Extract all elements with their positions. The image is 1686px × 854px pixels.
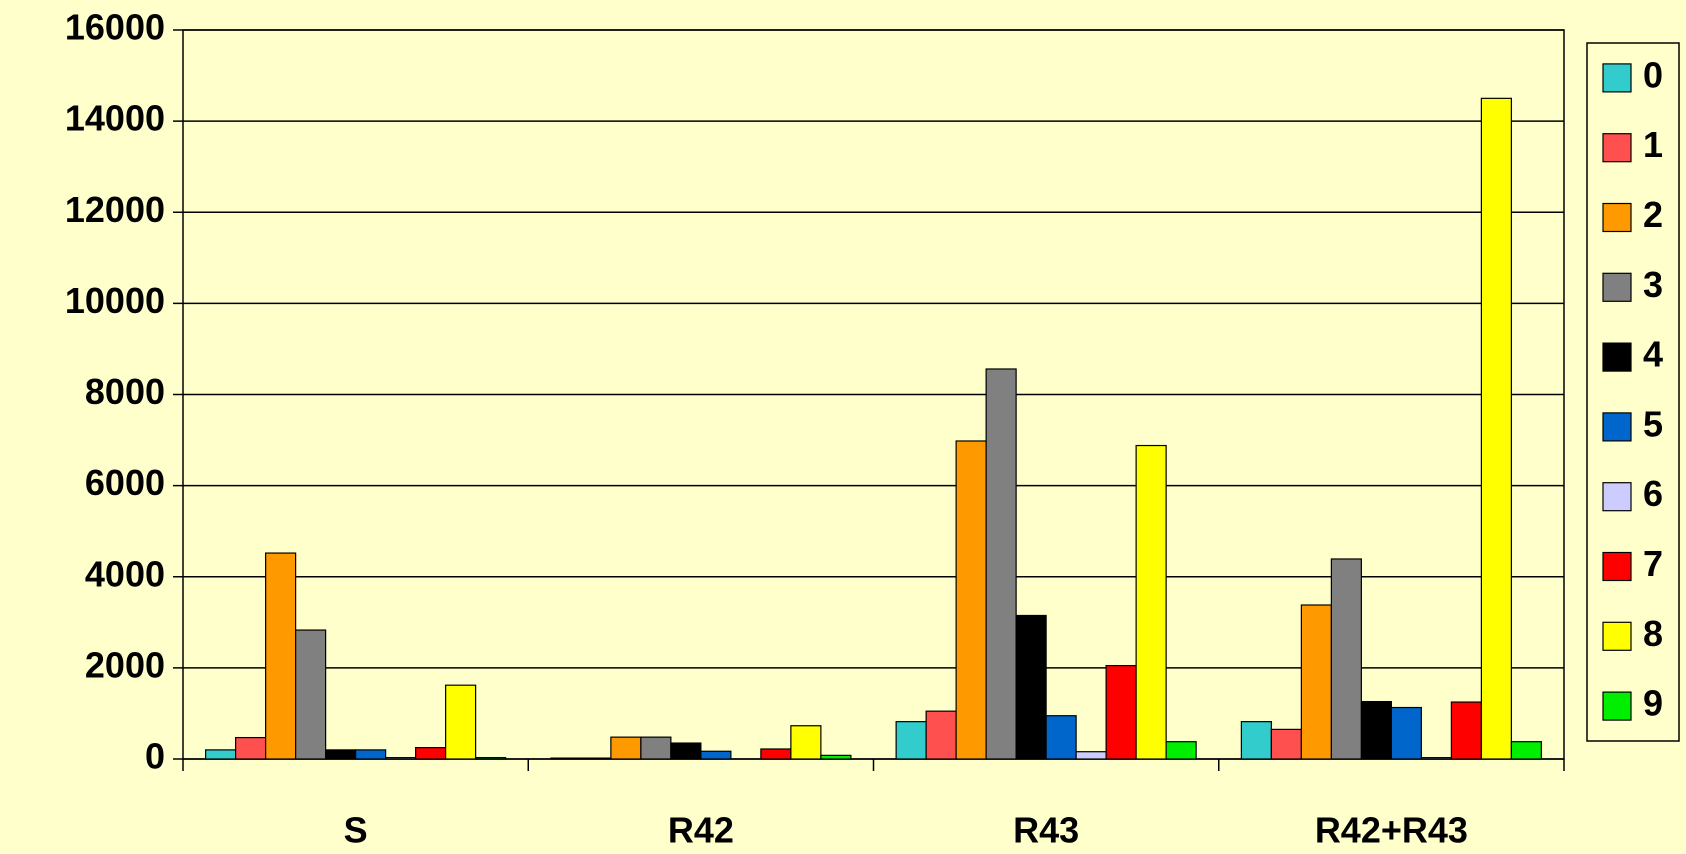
bar [1510,741,1542,760]
legend-label: 7 [1643,543,1663,584]
bar [550,757,582,760]
bar [1075,751,1107,760]
bar [1240,721,1272,760]
legend-swatch [1602,342,1632,372]
bar [985,368,1017,760]
legend-label: 8 [1643,613,1663,654]
legend-swatch [1602,482,1632,512]
bar [385,757,417,760]
y-tick-label: 4000 [85,553,165,594]
bar [205,749,237,760]
bar [1135,444,1167,760]
bar [445,684,477,760]
legend-swatch [1602,621,1632,651]
bar [1015,614,1047,760]
legend-label: 9 [1643,683,1663,724]
bar [1480,97,1512,760]
legend-swatch [1602,202,1632,233]
bar [1105,664,1137,760]
legend-swatch [1602,412,1632,442]
legend-swatch [1602,691,1632,721]
bar [1300,604,1332,760]
bar [820,754,852,760]
x-tick-label: R42+R43 [1315,810,1468,851]
bar [1360,700,1392,760]
x-tick-label: R42 [668,810,734,851]
bar [640,736,672,760]
bar [760,748,792,760]
legend-label: 6 [1643,473,1663,514]
legend-label: 5 [1643,403,1663,444]
y-tick-label: 2000 [85,644,165,685]
legend-box [1586,42,1680,742]
y-tick-label: 6000 [85,462,165,503]
bar [1330,558,1362,760]
legend-swatch [1602,63,1632,93]
bar [265,552,297,760]
bar [670,742,702,760]
bar [610,736,642,760]
y-tick-label: 0 [145,736,165,777]
legend-label: 4 [1643,334,1663,375]
legend-swatch [1602,133,1632,163]
legend-swatch [1602,551,1632,582]
bar [325,749,357,760]
legend-label: 3 [1643,264,1663,305]
y-tick-label: 10000 [65,280,165,321]
bar [295,629,327,760]
bar [1420,757,1452,760]
legend-label: 0 [1643,54,1663,95]
bar [355,749,387,760]
bar [790,725,822,760]
legend-label: 1 [1643,124,1663,165]
bar [700,750,732,760]
bar [895,721,927,760]
y-tick-label: 14000 [65,98,165,139]
x-tick-label: R43 [1013,810,1079,851]
bar [1390,706,1422,760]
bar [925,710,957,760]
bar [580,757,612,760]
bar [1165,741,1197,760]
bar [235,736,267,760]
x-tick-label: S [344,810,368,851]
bar [1270,728,1302,760]
bar [475,757,507,760]
bar [955,440,987,760]
bar [1045,715,1077,760]
y-tick-label: 12000 [65,189,165,230]
bar [1450,701,1482,760]
legend-swatch [1602,272,1632,302]
y-tick-label: 8000 [85,371,165,412]
y-tick-label: 16000 [65,7,165,48]
legend-label: 2 [1643,194,1663,235]
bar [415,747,447,760]
